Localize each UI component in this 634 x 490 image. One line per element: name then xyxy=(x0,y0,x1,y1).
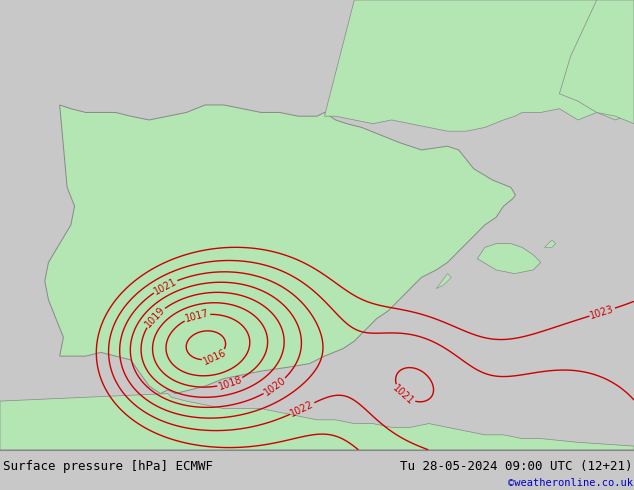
Polygon shape xyxy=(545,240,555,247)
Polygon shape xyxy=(325,0,634,131)
Polygon shape xyxy=(436,273,451,289)
Text: 1021: 1021 xyxy=(391,383,416,407)
Polygon shape xyxy=(0,393,634,450)
Polygon shape xyxy=(45,105,515,393)
Polygon shape xyxy=(559,0,634,123)
Text: 1020: 1020 xyxy=(262,375,288,398)
Text: 1017: 1017 xyxy=(184,308,210,324)
Polygon shape xyxy=(477,244,541,273)
Text: 1021: 1021 xyxy=(152,276,179,296)
Text: Surface pressure [hPa] ECMWF: Surface pressure [hPa] ECMWF xyxy=(3,460,213,473)
Text: 1018: 1018 xyxy=(217,374,243,392)
Text: 1016: 1016 xyxy=(201,348,228,367)
Text: Tu 28-05-2024 09:00 UTC (12+21): Tu 28-05-2024 09:00 UTC (12+21) xyxy=(400,460,633,473)
Text: ©weatheronline.co.uk: ©weatheronline.co.uk xyxy=(508,478,633,488)
Text: 1019: 1019 xyxy=(143,305,167,329)
Text: 1023: 1023 xyxy=(589,304,616,320)
Text: 1022: 1022 xyxy=(289,399,316,418)
